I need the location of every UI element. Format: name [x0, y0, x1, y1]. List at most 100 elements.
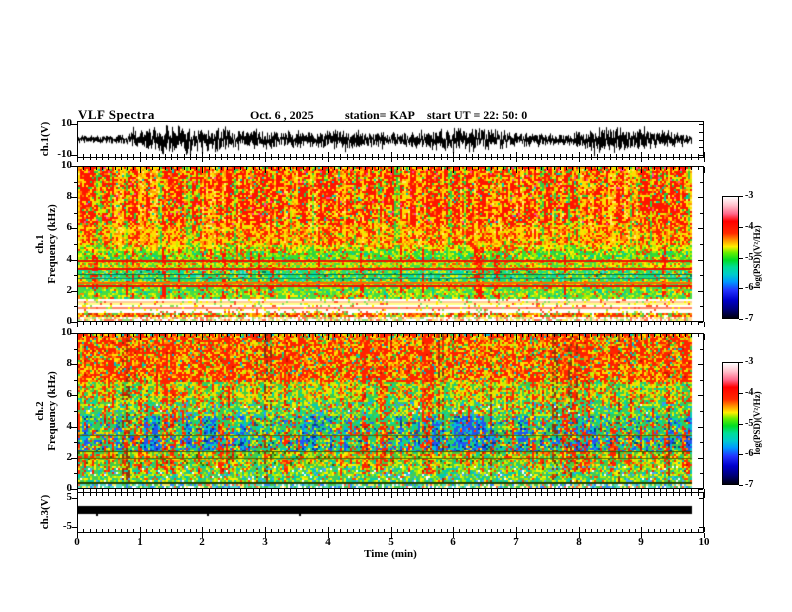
spec1-top-tick [491, 167, 492, 170]
spec1-top-tick [353, 167, 354, 170]
spec1-top-tick [422, 167, 423, 170]
wave3-bottom-tick [384, 529, 385, 532]
spec1-bottom-tick [447, 322, 448, 325]
spec1-top-tick [685, 167, 686, 170]
spec2-right-tick [700, 473, 703, 474]
spec2-ytick-label: 2 [66, 451, 73, 463]
wave1-bottom-tick [541, 157, 542, 160]
spec1-bottom-tick [146, 322, 147, 325]
spec1-top-tick [472, 167, 473, 170]
wave1-bottom-tick [77, 152, 78, 157]
wave1-bottom-tick [240, 154, 241, 157]
spec2-bottom-tick [246, 489, 247, 492]
spec2-bottom-tick [472, 489, 473, 492]
spec2-top-tick [535, 334, 536, 337]
spec1-top-tick [365, 167, 366, 170]
spec1-top-tick [485, 167, 486, 170]
spec2-top-tick [604, 334, 605, 337]
wave1-bottom-tick [698, 157, 699, 160]
wave1-bottom-tick [140, 157, 141, 162]
spec2-bottom-tick [353, 489, 354, 492]
spec2-bottom-tick [284, 489, 285, 492]
spec1-bottom-tick [604, 322, 605, 325]
spec1-top-tick [397, 167, 398, 170]
wave1-bottom-tick [359, 154, 360, 157]
wave1-bottom-tick [447, 154, 448, 157]
spec2-top-tick [309, 334, 310, 337]
spec2-top-tick [140, 334, 141, 340]
spec1-top-tick [466, 167, 467, 170]
wave3-top-tick [296, 493, 297, 496]
spec2-bottom-tick [90, 489, 91, 492]
spec1-bottom-tick [152, 322, 153, 325]
wave3-top-tick [315, 493, 316, 496]
spec1-bottom-tick [698, 322, 699, 325]
spec2-bottom-tick [347, 489, 348, 492]
wave1-bottom-tick [246, 154, 247, 157]
spec1-top-tick [391, 167, 392, 173]
spec2-bottom-tick [309, 489, 310, 492]
wave1-bottom-tick [679, 157, 680, 160]
wave1-bottom-tick [616, 154, 617, 157]
colorbar-tick-label: -6 [745, 448, 754, 459]
wave1-bottom-tick [547, 154, 548, 157]
ch2-spectrogram-canvas [78, 334, 703, 488]
colorbar-tick [739, 362, 743, 363]
colorbar-tick [739, 454, 743, 455]
spec1-bottom-tick [127, 322, 128, 325]
spec1-top-tick [441, 167, 442, 170]
spec2-bottom-tick [597, 489, 598, 492]
wave1-bottom-tick [666, 154, 667, 157]
wave3-top-tick [447, 493, 448, 496]
wave3-bottom-tick [171, 529, 172, 532]
spec1-top-tick [340, 167, 341, 170]
spec2-top-tick [434, 334, 435, 337]
wave3-top-tick [673, 493, 674, 496]
wave1-bottom-tick [184, 154, 185, 157]
wave3-top-tick [102, 493, 103, 496]
wave1-left-tick [71, 124, 77, 125]
spec1-top-tick [259, 167, 260, 170]
spec2-top-tick [121, 334, 122, 337]
spec1-top-tick [102, 167, 103, 170]
wave1-bottom-tick [610, 157, 611, 160]
wave3-bottom-tick [253, 529, 254, 532]
spec1-right-tick [698, 291, 703, 292]
wave3-top-tick [604, 493, 605, 496]
wave3-bottom-tick [83, 529, 84, 532]
wave1-bottom-tick [616, 157, 617, 160]
wave3-bottom-tick [535, 529, 536, 532]
spec1-top-tick [541, 167, 542, 170]
spec2-bottom-tick [491, 489, 492, 492]
wave3-top-tick [253, 493, 254, 496]
spec2-top-tick [522, 334, 523, 337]
spec1-bottom-tick [202, 322, 203, 327]
spec2-bottom-tick [359, 489, 360, 492]
wave3-bottom-tick [184, 529, 185, 532]
spec1-top-tick [309, 167, 310, 170]
date-label: Oct. 6 , 2025 [250, 108, 314, 122]
wave1-bottom-tick [691, 154, 692, 157]
spec1-bottom-tick [422, 322, 423, 325]
page-title: VLF Spectra [78, 107, 155, 122]
spec2-top-tick [278, 334, 279, 337]
spec2-right-tick [698, 364, 703, 365]
spec1-bottom-tick [159, 322, 160, 325]
spec1-right-tick [700, 275, 703, 276]
wave1-bottom-tick [209, 154, 210, 157]
spec1-top-tick [253, 167, 254, 170]
wave1-bottom-tick [265, 157, 266, 162]
spec1-top-tick [666, 167, 667, 170]
wave1-bottom-tick [83, 154, 84, 157]
wave1-bottom-tick [133, 157, 134, 160]
wave3-top-tick [83, 493, 84, 496]
spec2-bottom-tick [572, 489, 573, 492]
spec1-right-tick [700, 244, 703, 245]
spec2-top-tick [673, 334, 674, 337]
time-axis-tick [641, 533, 642, 538]
wave1-bottom-tick [434, 157, 435, 160]
ch3-waveform-canvas [78, 493, 703, 532]
spec1-bottom-tick [622, 322, 623, 325]
wave3-bottom-tick [246, 529, 247, 532]
wave3-top-tick [641, 493, 642, 498]
